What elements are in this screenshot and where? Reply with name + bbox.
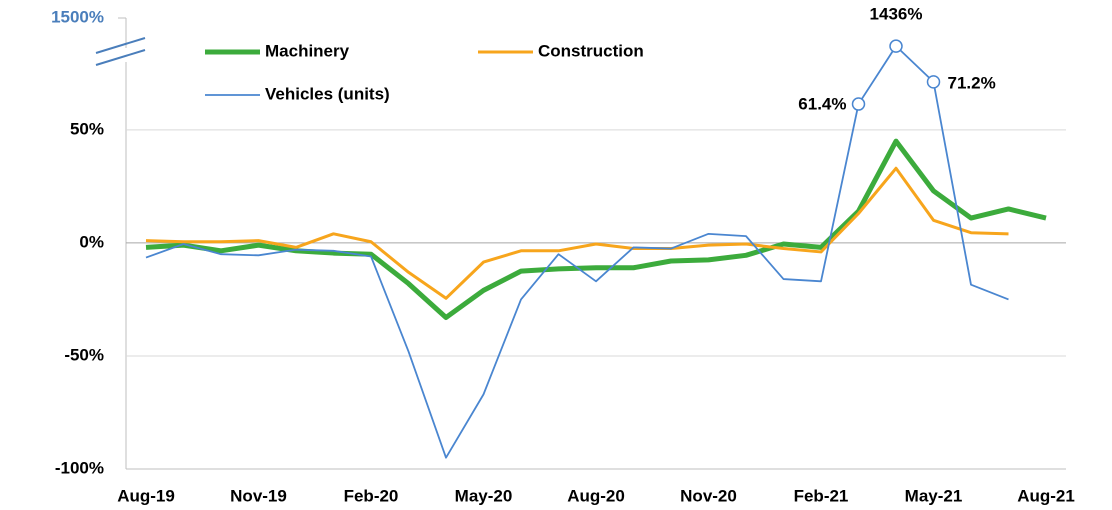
x-tick-label: May-21 [905,486,963,505]
series-line [145,45,1009,459]
x-tick-label: Aug-21 [1017,486,1075,505]
x-tick-label: Nov-20 [680,486,737,505]
y-tick-label: 1500% [51,7,104,26]
x-tick-label: May-20 [455,486,513,505]
x-tick-label: Feb-21 [794,486,849,505]
point-marker [889,39,903,53]
legend-label: Machinery [265,41,350,60]
series-line [145,138,1047,321]
x-tick-label: Aug-20 [567,486,625,505]
x-tick-label: Nov-19 [230,486,287,505]
data-label: 71.2% [948,73,996,92]
y-tick-label: 0% [79,232,104,251]
legend-label: Construction [538,41,644,60]
legend-label: Vehicles (units) [265,84,390,103]
data-label: 1436% [870,5,923,24]
y-tick-label: -100% [55,458,104,477]
y-tick-label: 50% [70,119,104,138]
axis-break-mark [95,37,146,54]
x-tick-label: Aug-19 [117,486,175,505]
axis-break-mark [95,49,146,66]
x-tick-label: Feb-20 [344,486,399,505]
data-label: 61.4% [798,95,846,114]
point-marker [926,75,941,89]
series-line [145,166,1009,300]
y-tick-label: -50% [64,345,104,364]
point-marker [851,97,866,111]
